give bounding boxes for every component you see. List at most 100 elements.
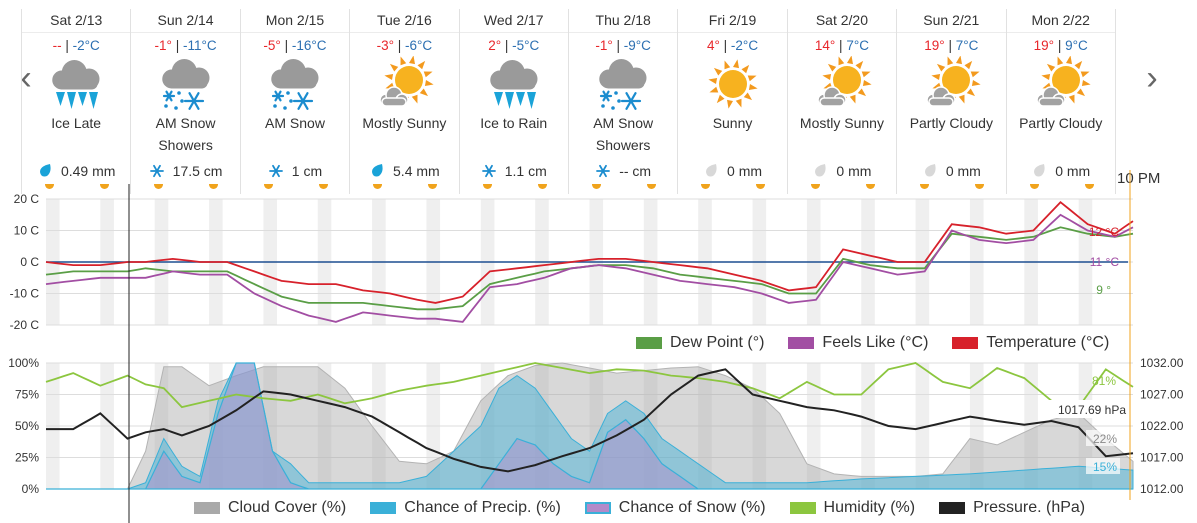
ice-icon (482, 56, 546, 112)
low-temp: -2°C (72, 38, 100, 53)
condition-text: Partly Cloudy (1019, 115, 1103, 131)
precip-value: 1 cm (291, 163, 323, 179)
day-column[interactable]: Tue 2/16 -3° | -6°C Mostly Sunny 5.4 mm (350, 9, 460, 194)
sun-times (131, 184, 239, 194)
legend-label: Chance of Snow (%) (618, 499, 766, 516)
legend-cloud-cover[interactable]: Cloud Cover (%) (194, 499, 346, 517)
legend-swatch (952, 337, 979, 349)
condition-text: AM Snow Showers (155, 115, 216, 153)
legend-label: Cloud Cover (%) (228, 499, 347, 516)
legend-humidity[interactable]: Humidity (%) (789, 499, 915, 517)
condition-text: AM Snow Showers (593, 115, 654, 153)
previous-day-button[interactable]: ‹ (20, 58, 32, 97)
snowflake-icon (268, 163, 284, 179)
legend-snow-chance[interactable]: Chance of Snow (%) (584, 499, 766, 517)
pressure-y-tick: 1017.00 (1140, 451, 1184, 465)
legend-swatch (370, 502, 397, 514)
sun-times (241, 184, 349, 194)
sunrise-icon (373, 184, 383, 189)
sunrise-icon (591, 184, 601, 189)
precip-amount: 0 mm (678, 163, 786, 179)
precip-amount: 0 mm (788, 163, 896, 179)
temp-y-tick: -10 C (10, 287, 40, 301)
sunset-icon (318, 184, 328, 189)
day-column[interactable]: Thu 2/18 -1° | -9°C AM Snow Showers -- c… (568, 9, 679, 194)
condition-text: Ice to Rain (480, 115, 548, 131)
legend-swatch (194, 502, 220, 514)
day-temperatures: 2° | -5°C (488, 38, 540, 53)
day-date: Sun 2/14 (131, 9, 240, 33)
legend-swatch (636, 337, 662, 349)
legend-swatch (789, 502, 816, 514)
percent-y-tick: 100% (8, 356, 39, 370)
high-temp: 19° (924, 38, 945, 53)
sunny-icon (701, 56, 765, 112)
gray-drop-icon (922, 163, 938, 179)
low-temp: -16°C (291, 38, 327, 53)
pressure-label-box (1043, 400, 1129, 418)
cloud-cover-end-label: 22% (1093, 432, 1117, 446)
day-column[interactable]: Sun 2/14 -1° | -11°C AM Snow Showers 17.… (131, 9, 241, 194)
condition-text: Ice Late (51, 115, 102, 131)
precip-value: -- cm (619, 163, 652, 179)
precip-label-box (1086, 458, 1120, 474)
day-column[interactable]: Mon 2/15 -5° | -16°C AM Snow 1 cm (240, 9, 351, 194)
rain-drop-icon (369, 163, 385, 179)
sun-times (350, 184, 458, 194)
legend-pressure[interactable]: Pressure. (hPa) (939, 499, 1085, 517)
precip-amount: 0.49 mm (22, 163, 130, 179)
precip-amount: 5.4 mm (350, 163, 458, 179)
ice-icon (44, 56, 108, 112)
percent-y-tick: 0% (22, 482, 40, 496)
feels-like-end-label: 11 °C (1090, 255, 1120, 269)
low-temp: -6°C (405, 38, 433, 53)
precip-value: 0 mm (1055, 163, 1091, 179)
high-temp: 14° (814, 38, 836, 53)
rain-drop-icon (37, 163, 53, 179)
high-temp: 2° (488, 38, 502, 53)
temp-y-tick: 0 C (20, 255, 39, 269)
legend-swatch (584, 502, 611, 514)
legend-temperature[interactable]: Temperature (°C) (952, 334, 1109, 352)
sun-times (22, 184, 130, 194)
next-day-button[interactable]: › (1146, 58, 1158, 97)
mostly-sunny-icon (810, 56, 874, 112)
day-date: Sun 2/21 (897, 9, 1006, 33)
day-column[interactable]: Sat 2/13 -- | -2°C Ice Late 0.49 mm (22, 9, 132, 194)
sun-times (1007, 184, 1115, 194)
legend-label: Chance of Precip. (%) (404, 499, 561, 516)
sunset-icon (1084, 184, 1094, 189)
high-temp: -- (52, 38, 62, 53)
day-column[interactable]: Sat 2/20 14° | 7°C Mostly Sunny 0 mm (787, 9, 898, 194)
sunset-icon (756, 184, 766, 189)
day-column[interactable]: Wed 2/17 2° | -5°C Ice to Rain 1.1 cm (459, 9, 569, 194)
temperature-end-label: 12 °C (1089, 225, 1119, 239)
pressure-line (46, 368, 1134, 473)
temp-y-tick: -20 C (10, 318, 40, 332)
day-column[interactable]: Sun 2/21 19° | 7°C Partly Cloudy 0 mm (897, 9, 1007, 194)
sunrise-icon (154, 184, 164, 189)
legend-feels-like[interactable]: Feels Like (°C) (788, 334, 928, 352)
day-temperatures: 4° | -2°C (706, 38, 759, 53)
precip-amount: 0 mm (897, 163, 1005, 179)
feels-like-line (45, 213, 1134, 323)
time-marker-label: 10 PM (1117, 170, 1161, 187)
condition-text: Mostly Sunny (799, 115, 884, 131)
snowflake-icon (595, 163, 611, 179)
low-temp: 7°C (955, 38, 979, 53)
day-column[interactable]: Fri 2/19 4° | -2°C Sunny 0 mm (678, 9, 788, 194)
day-temperatures: -1° | -9°C (595, 38, 651, 53)
humidity-line (45, 362, 1134, 409)
day-temperatures: 14° | 7°C (814, 38, 869, 53)
precip-value: 5.4 mm (393, 163, 440, 179)
day-column[interactable]: Mon 2/22 19° | 9°C Partly Cloudy 0 mm (1006, 9, 1116, 194)
legend-dew-point[interactable]: Dew Point (°) (636, 334, 764, 352)
snowflake-icon (149, 163, 165, 179)
mostly-sunny-icon (1029, 56, 1093, 112)
precip-value: 0 mm (836, 163, 872, 179)
high-temp: -1° (595, 38, 613, 53)
precip-chance-area (46, 362, 1134, 490)
legend-precip-chance[interactable]: Chance of Precip. (%) (370, 499, 561, 517)
legend-label: Feels Like (°C) (822, 334, 929, 351)
cloud-label-box (1086, 430, 1120, 446)
